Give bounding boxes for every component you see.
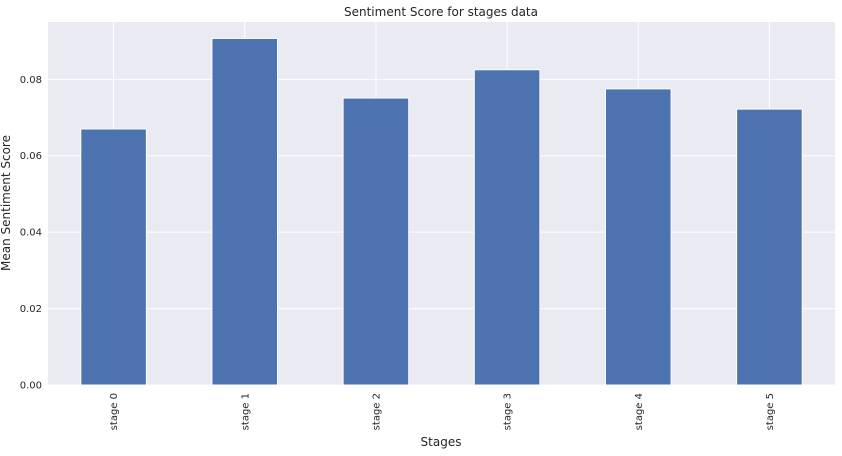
x-tick-label: stage 3 bbox=[503, 393, 514, 430]
y-tick-label: 0.06 bbox=[20, 151, 42, 162]
x-axis-label: Stages bbox=[421, 435, 462, 449]
y-axis-label: Mean Sentiment Score bbox=[0, 135, 13, 271]
chart-title: Sentiment Score for stages data bbox=[344, 5, 538, 19]
x-axis-ticks: stage 0 stage 1 stage 2 stage 3 stage 4 stage… bbox=[109, 393, 776, 430]
x-tick-label: stage 4 bbox=[634, 393, 645, 430]
bar-stage-5 bbox=[736, 108, 803, 386]
bar-stage-4 bbox=[604, 88, 672, 386]
bar-stage-0 bbox=[80, 128, 147, 386]
x-tick-label: stage 5 bbox=[765, 393, 776, 430]
bars bbox=[80, 37, 803, 386]
x-tick-label: stage 1 bbox=[240, 393, 251, 430]
plot-area bbox=[48, 22, 835, 385]
bar-stage-1 bbox=[211, 37, 279, 386]
bar-stage-3 bbox=[473, 69, 541, 386]
y-tick-label: 0.08 bbox=[20, 75, 42, 86]
bar-stage-2 bbox=[342, 97, 410, 386]
y-tick-label: 0.02 bbox=[20, 304, 42, 315]
y-tick-label: 0.00 bbox=[20, 381, 42, 392]
x-tick-label: stage 0 bbox=[109, 393, 120, 430]
x-tick-label: stage 2 bbox=[371, 393, 382, 430]
y-axis-ticks: 0.00 0.02 0.04 0.06 0.08 bbox=[20, 75, 42, 392]
y-tick-label: 0.04 bbox=[20, 228, 42, 239]
